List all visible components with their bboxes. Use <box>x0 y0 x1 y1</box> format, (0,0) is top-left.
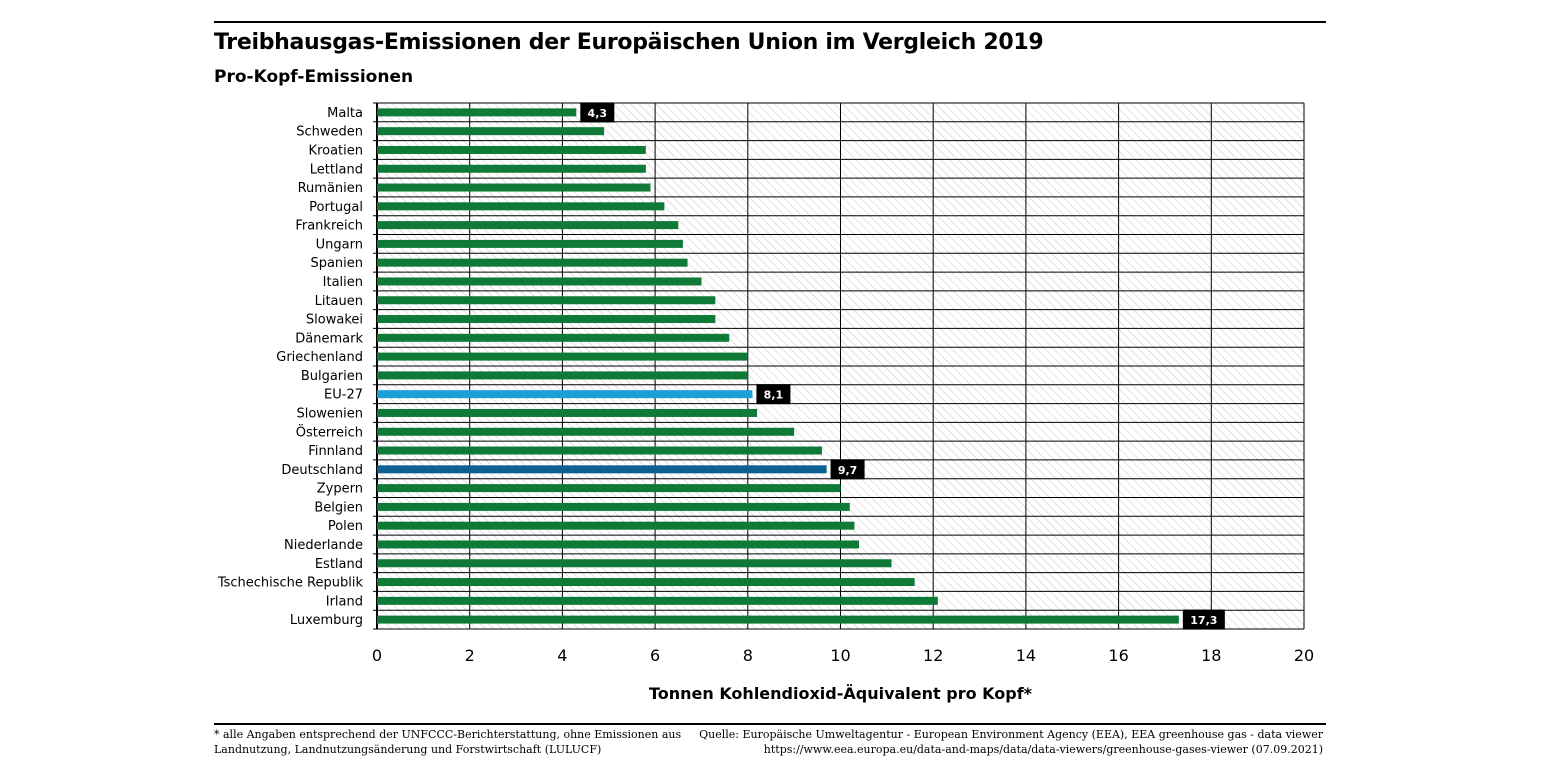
data-label-text: 9,7 <box>838 464 858 477</box>
bar-ungarn <box>377 239 683 248</box>
category-label: Lettland <box>310 162 363 177</box>
bar-italien <box>377 277 702 286</box>
category-label: Deutschland <box>281 463 363 478</box>
x-tick-label: 10 <box>830 646 850 665</box>
data-label-box <box>830 459 865 480</box>
category-label: Litauen <box>315 294 363 309</box>
bar-belgien <box>377 502 850 511</box>
category-label: Zypern <box>317 482 363 497</box>
data-label-box <box>1182 609 1225 630</box>
category-label: Kroatien <box>309 143 363 158</box>
x-tick-label: 20 <box>1294 646 1314 665</box>
category-label: Bulgarien <box>301 369 363 384</box>
bar-polen <box>377 521 855 530</box>
category-label: Estland <box>315 557 363 572</box>
bar-frankreich <box>377 221 679 230</box>
x-tick-label: 8 <box>743 646 753 665</box>
bar-slowakei <box>377 315 716 324</box>
x-tick-label: 16 <box>1108 646 1128 665</box>
category-label: Italien <box>323 275 363 290</box>
x-tick-label: 2 <box>465 646 475 665</box>
bar-irland <box>377 596 938 605</box>
bar-slowenien <box>377 408 758 417</box>
category-label: Irland <box>326 594 363 609</box>
category-label: Griechenland <box>276 350 363 365</box>
bar-rumänien <box>377 183 651 192</box>
x-tick-label: 12 <box>923 646 943 665</box>
category-label: Niederlande <box>284 538 363 553</box>
x-tick-label: 14 <box>1016 646 1036 665</box>
data-label: 17,3 <box>1182 609 1225 630</box>
bar-niederlande <box>377 540 860 549</box>
data-label: 4,3 <box>580 102 615 123</box>
data-label: 9,7 <box>830 459 865 480</box>
category-label: Slowenien <box>296 406 363 421</box>
bar-spanien <box>377 258 688 267</box>
data-label-text: 4,3 <box>588 107 608 120</box>
category-label: Schweden <box>296 125 363 140</box>
data-label-text: 17,3 <box>1190 614 1217 627</box>
bar-litauen <box>377 296 716 305</box>
category-label: Österreich <box>296 423 363 440</box>
bar-tschechische-republik <box>377 578 915 587</box>
category-label: Finnland <box>308 444 363 459</box>
bar-griechenland <box>377 352 748 361</box>
bar-finnland <box>377 446 822 455</box>
category-label: Dänemark <box>295 331 363 346</box>
bar-dänemark <box>377 333 730 342</box>
chart-subtitle: Pro-Kopf-Emissionen <box>214 67 414 87</box>
bar-luxemburg <box>377 615 1179 624</box>
source-line-2: https://www.eea.europa.eu/data-and-maps/… <box>763 743 1323 756</box>
footnote: * alle Angaben entsprechend der UNFCCC-B… <box>214 728 682 756</box>
category-label: Slowakei <box>306 313 363 328</box>
data-label-box <box>580 102 615 123</box>
x-tick-label: 4 <box>557 646 567 665</box>
chart-title: Treibhausgas-Emissionen der Europäischen… <box>214 30 1044 55</box>
category-label: EU-27 <box>324 388 363 403</box>
bar-eu-27 <box>377 390 753 399</box>
bar-malta <box>377 108 577 117</box>
bar-bulgarien <box>377 371 748 380</box>
data-label-text: 8,1 <box>764 389 784 402</box>
top-rule <box>214 21 1326 23</box>
category-label: Ungarn <box>316 237 363 252</box>
bar-kroatien <box>377 145 646 154</box>
category-label: Spanien <box>310 256 363 271</box>
bar-estland <box>377 559 892 568</box>
category-label: Malta <box>327 106 363 121</box>
bar-portugal <box>377 202 665 211</box>
bar-schweden <box>377 127 605 136</box>
data-label-box <box>756 384 791 405</box>
bar-zypern <box>377 484 841 493</box>
category-label: Portugal <box>309 200 363 215</box>
category-label: Polen <box>328 519 363 534</box>
bar-lettland <box>377 164 646 173</box>
bottom-rule <box>214 723 1326 725</box>
data-label: 8,1 <box>756 384 791 405</box>
x-tick-label: 18 <box>1201 646 1221 665</box>
source-note: Quelle: Europäische Umweltagentur - Euro… <box>683 727 1323 757</box>
x-tick-label: 6 <box>650 646 660 665</box>
category-label: Belgien <box>314 500 363 515</box>
category-label: Luxemburg <box>290 613 363 628</box>
x-axis-label: Tonnen Kohlendioxid-Äquivalent pro Kopf* <box>648 684 1033 703</box>
category-label: Rumänien <box>298 181 363 196</box>
category-label: Frankreich <box>295 219 363 234</box>
bar-österreich <box>377 427 795 436</box>
category-label: Tschechische Republik <box>217 576 364 591</box>
bar-deutschland <box>377 465 827 474</box>
source-line-1: Quelle: Europäische Umweltagentur - Euro… <box>699 728 1323 741</box>
x-tick-label: 0 <box>372 646 382 665</box>
